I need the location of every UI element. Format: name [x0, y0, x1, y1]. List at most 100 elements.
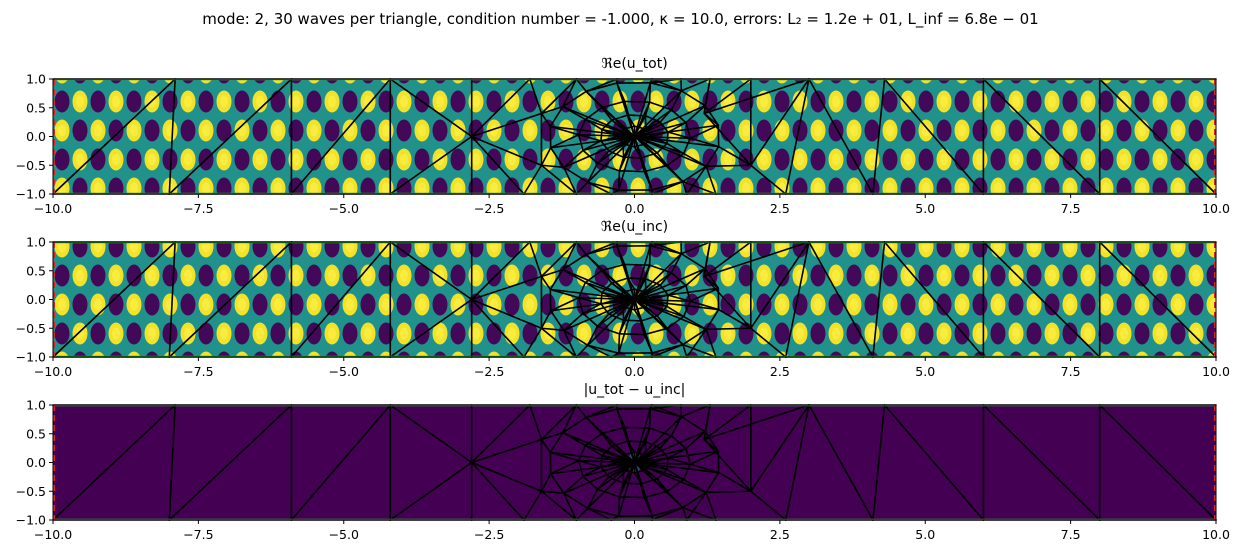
x-tick-label: 10.0: [1202, 527, 1230, 542]
mesh-edge: [582, 466, 602, 478]
mesh-edge: [645, 447, 661, 456]
mesh-edge: [682, 315, 708, 331]
mesh-edge: [656, 315, 668, 330]
mesh-edge: [633, 461, 653, 517]
mesh-edge: [633, 415, 683, 464]
mesh-edge: [982, 241, 1101, 358]
mesh-edge: [703, 438, 720, 453]
mesh-edge: [717, 308, 752, 330]
mesh-edge: [549, 298, 636, 312]
y-tick-label: 0.0: [26, 455, 46, 470]
mesh-edge: [540, 309, 552, 330]
mesh-edge: [689, 124, 720, 140]
mesh-edge: [685, 284, 692, 303]
mesh-edge: [561, 241, 578, 271]
mesh-edge: [626, 277, 636, 290]
mesh-edge: [685, 267, 706, 287]
mesh-edge: [633, 104, 706, 138]
mesh-edge: [582, 298, 636, 315]
mesh-edge: [645, 469, 658, 480]
mesh-edge: [705, 491, 717, 521]
mesh-edge: [582, 461, 636, 478]
mesh-edge: [540, 164, 578, 195]
x-tick-label: 7.5: [1061, 527, 1081, 542]
mesh-edge: [649, 135, 668, 145]
mesh-edge: [582, 312, 599, 328]
mesh-edge: [705, 164, 752, 168]
mesh-edge: [749, 404, 810, 493]
mesh-edge: [577, 459, 636, 464]
mesh-edge: [651, 343, 684, 358]
mesh-edge: [52, 78, 176, 195]
mesh-edge: [470, 298, 525, 358]
mesh-edge: [616, 245, 626, 266]
mesh-edge: [168, 241, 176, 358]
mesh-edge: [616, 82, 636, 138]
mesh-edge: [52, 404, 176, 521]
mesh-edge: [582, 475, 599, 491]
mesh-edge: [549, 451, 636, 464]
mesh-edge: [616, 82, 626, 103]
x-tick-label: 7.5: [1061, 201, 1081, 216]
x-tick-label: 0.0: [625, 201, 645, 216]
mesh-edge: [600, 140, 610, 152]
mesh-edge: [470, 298, 543, 330]
mesh-edge: [549, 472, 565, 495]
mesh-edge: [585, 78, 618, 93]
mesh-edge: [622, 482, 643, 485]
mesh-edge: [649, 457, 669, 464]
mesh-edge: [682, 506, 688, 521]
mesh-edge: [601, 269, 613, 284]
mesh-edge: [682, 478, 708, 494]
mesh-edge: [600, 135, 620, 142]
mesh-edge: [563, 312, 584, 332]
mesh-edge: [623, 100, 629, 116]
mesh-edge: [659, 284, 669, 296]
mesh-edge: [666, 490, 684, 509]
mesh-edge: [1098, 78, 1217, 195]
mesh-edge: [689, 137, 720, 148]
mesh-edge: [644, 101, 651, 117]
mesh-edge: [680, 415, 706, 433]
mesh-edge: [623, 426, 651, 429]
mesh-edge: [670, 434, 687, 450]
y-tick-label: 1.0: [26, 72, 46, 87]
mesh-edge: [586, 181, 620, 191]
mesh-edge: [563, 149, 584, 169]
mesh-edge: [633, 461, 720, 474]
y-tick-label: 0.0: [26, 292, 46, 307]
mesh-edge: [883, 78, 985, 195]
x-tick-label: 2.5: [770, 527, 790, 542]
mesh-edge: [717, 471, 752, 493]
x-tick-label: 2.5: [770, 201, 790, 216]
mesh-edge: [596, 488, 621, 498]
mesh-edge: [705, 327, 752, 331]
mesh-edge: [633, 267, 706, 301]
mesh-edge: [549, 105, 564, 128]
mesh-edge: [577, 118, 587, 136]
mesh-edge: [633, 461, 692, 466]
mesh-edge: [705, 145, 720, 168]
mesh-edge: [575, 78, 587, 93]
mesh-edge: [618, 156, 625, 172]
mesh-edge: [601, 100, 626, 109]
mesh-edge: [633, 298, 653, 354]
mesh-edge: [703, 267, 706, 278]
mesh-edge: [561, 268, 636, 301]
mesh-edge: [389, 298, 473, 358]
mesh-edge: [648, 101, 673, 111]
mesh-edge: [808, 78, 874, 195]
mesh-edge: [561, 90, 587, 108]
mesh-edge: [584, 281, 603, 294]
x-tick-label: −7.5: [183, 201, 213, 216]
mesh-edge: [586, 135, 636, 184]
mesh-edge: [618, 496, 646, 499]
mesh-edge: [717, 145, 752, 167]
mesh-edge: [648, 264, 673, 274]
mesh-edge: [577, 444, 587, 462]
mesh-edge: [584, 118, 603, 131]
mesh-edge: [682, 506, 717, 521]
mesh-edge: [561, 416, 587, 434]
mesh-edge: [651, 404, 683, 418]
mesh-edge: [549, 296, 580, 312]
